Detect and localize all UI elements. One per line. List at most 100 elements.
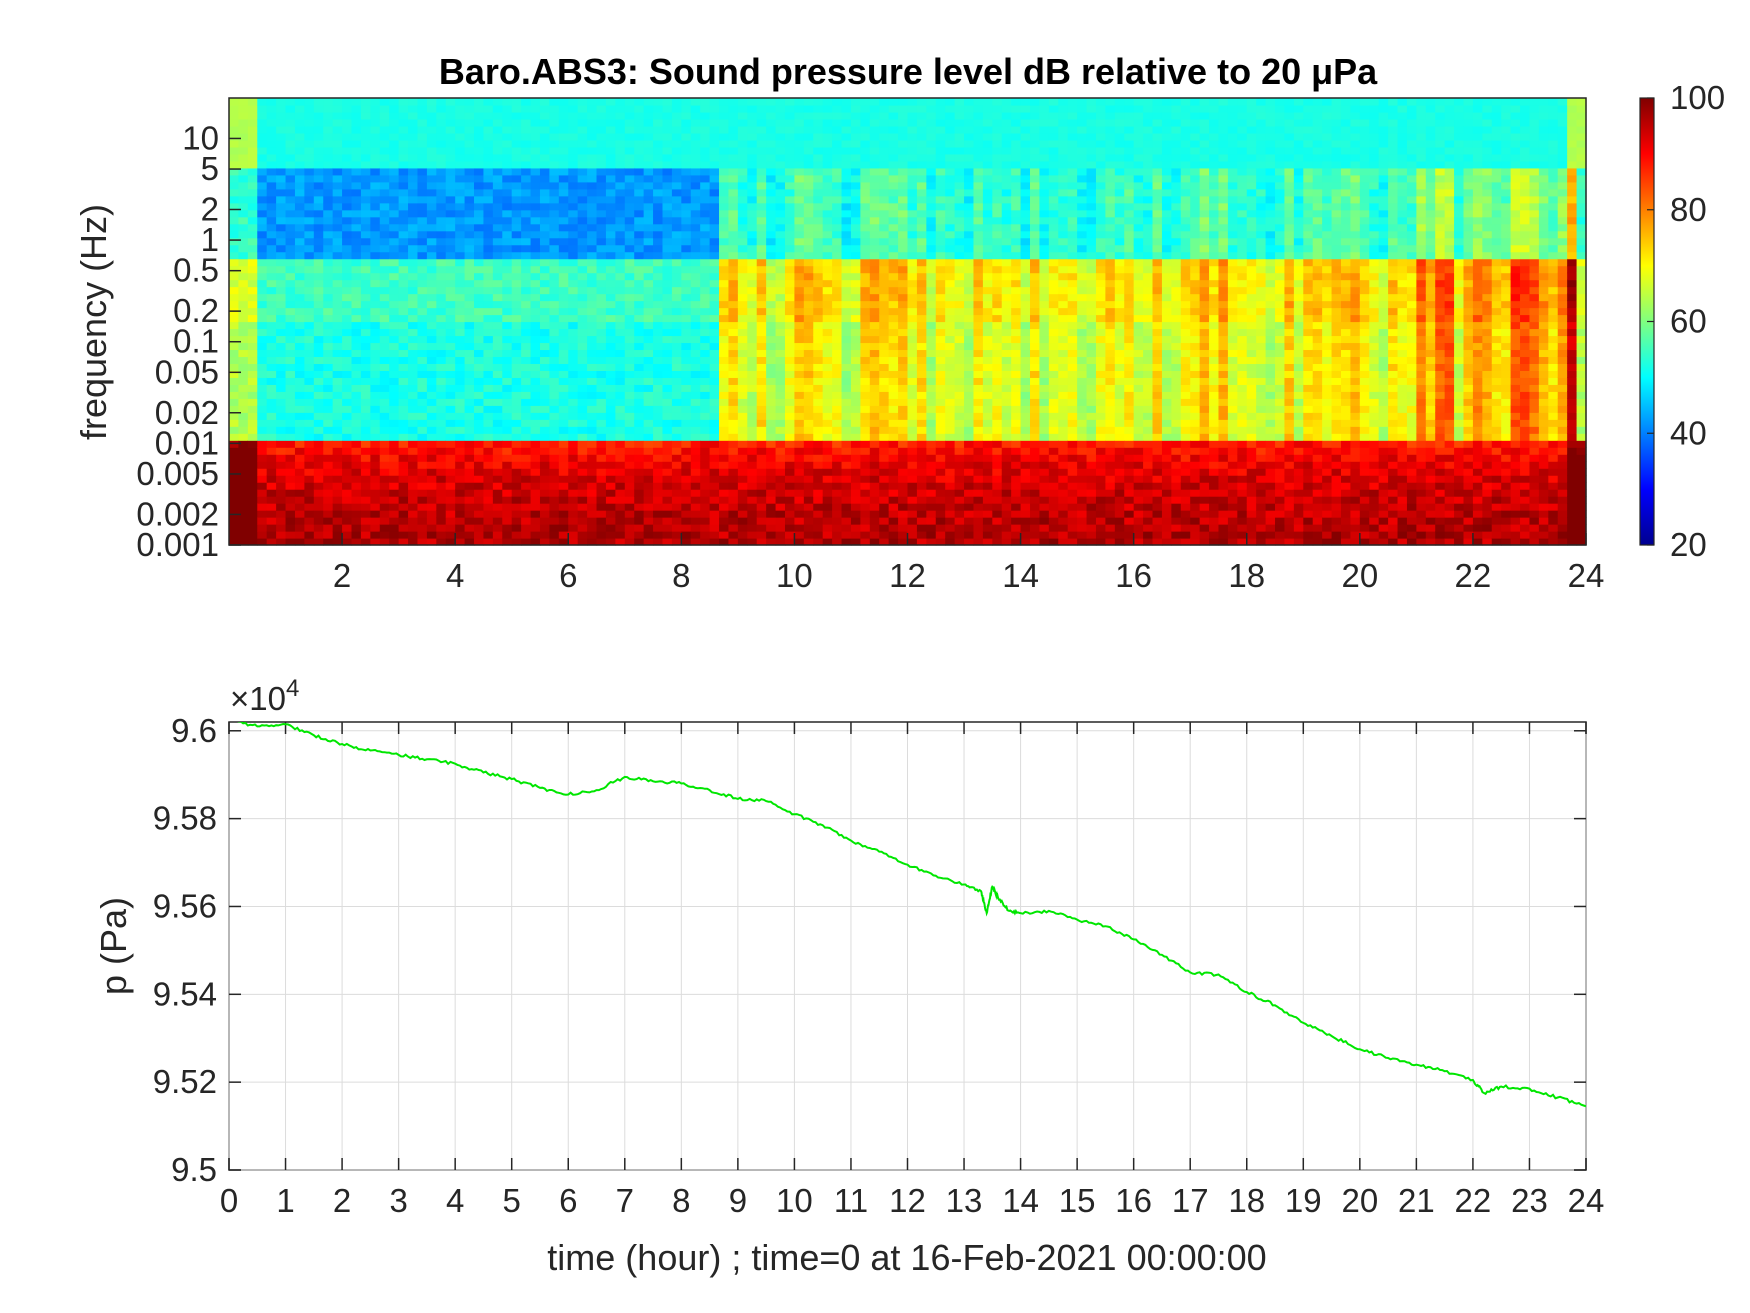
spectrogram-cell [521, 440, 532, 448]
spectrogram-cell [229, 370, 240, 378]
spectrogram-cell [577, 216, 588, 225]
spectrogram-cell [615, 440, 626, 448]
spectrogram-cell [850, 412, 861, 420]
spectrogram-cell [511, 265, 522, 274]
spectrogram-cell [587, 209, 598, 218]
spectrogram-cell [492, 98, 503, 106]
spectrogram-cell [605, 251, 616, 260]
spectrogram-cell [257, 132, 268, 141]
spectrogram-cell [294, 342, 305, 351]
spectrogram-cell [474, 342, 485, 351]
spectrogram-cell [294, 356, 305, 364]
spectrogram-cell [389, 517, 400, 525]
spectrogram-cell [690, 363, 701, 371]
spectrogram-cell [775, 503, 786, 511]
spectrogram-cell [549, 118, 560, 127]
spectrogram-cell [257, 181, 268, 190]
spectrogram-cell [869, 209, 880, 218]
spectrogram-cell [653, 461, 664, 469]
spectrogram-cell [700, 258, 711, 267]
spectrogram-cell [728, 167, 739, 176]
spectrogram-cell [294, 167, 305, 176]
spectrogram-cell [370, 398, 381, 406]
spectrogram-cell [276, 216, 287, 225]
spectrogram-cell [898, 111, 909, 120]
spectrogram-cell [483, 307, 494, 316]
spectrogram-cell [568, 251, 579, 260]
spectrogram-cell [389, 111, 400, 120]
spectrogram-cell [794, 251, 805, 260]
spectrogram-cell [907, 356, 918, 364]
spectrogram-cell [483, 258, 494, 267]
spectrogram-cell [766, 328, 777, 337]
spectrogram-cell [935, 468, 946, 476]
spectrogram-cell [681, 272, 692, 281]
spectrogram-cell [323, 272, 334, 281]
spectrogram-cell [728, 356, 739, 364]
spectrogram-cell [530, 153, 541, 162]
spectrogram-cell [342, 237, 353, 246]
spectrogram-cell [737, 230, 748, 239]
spectrogram-cell [756, 510, 767, 518]
spectrogram-cell [841, 265, 852, 274]
spectrogram-cell [596, 405, 607, 413]
spectrogram-cell [587, 419, 598, 427]
spectrogram-cell [474, 216, 485, 225]
spectrogram-cell [822, 496, 833, 504]
spectrogram-cell [379, 153, 390, 162]
spectrogram-cell [822, 447, 833, 455]
spectrogram-cell [304, 328, 315, 337]
spectrogram-cell [587, 216, 598, 225]
spectrogram-cell [294, 321, 305, 330]
spectrogram-cell [662, 174, 673, 183]
spectrogram-cell [869, 118, 880, 127]
spectrogram-cell [577, 328, 588, 337]
spectrogram-cell [474, 538, 485, 546]
spectrogram-cell [247, 524, 258, 532]
spectrogram-cell [794, 517, 805, 525]
spectrogram-cell [803, 370, 814, 378]
spectrogram-cell [587, 258, 598, 267]
spectrogram-cell [455, 272, 466, 281]
spectrogram-cell [587, 272, 598, 281]
spectrogram-cell [832, 146, 843, 155]
spectrogram-cell [294, 440, 305, 448]
spectrogram-cell [813, 356, 824, 364]
spectrogram-cell [285, 300, 296, 309]
spectrogram-cell [587, 412, 598, 420]
spectrogram-cell [483, 132, 494, 141]
spectrogram-cell [568, 342, 579, 351]
spectrogram-cell [351, 328, 362, 337]
spectrogram-cell [483, 377, 494, 385]
spectrogram-cell [408, 272, 419, 281]
spectrogram-cell [521, 384, 532, 392]
spectrogram-cell [511, 300, 522, 309]
spectrogram-cell [822, 167, 833, 176]
spectrogram-cell [464, 531, 475, 539]
spectrogram-cell [294, 370, 305, 378]
spectrogram-cell [558, 384, 569, 392]
spectrogram-cell [587, 293, 598, 302]
spectrogram-cell [474, 188, 485, 197]
spectrogram-cell [351, 510, 362, 518]
spectrogram-cell [766, 181, 777, 190]
spectrogram-cell [360, 216, 371, 225]
spectrogram-cell [464, 349, 475, 358]
spectrogram-cell [615, 503, 626, 511]
spectrogram-cell [426, 251, 437, 260]
spectrogram-cell [521, 160, 532, 169]
spectrogram-cell [813, 118, 824, 127]
spectrogram-cell [502, 272, 513, 281]
spectrogram-cell [568, 272, 579, 281]
spectrogram-cell [794, 223, 805, 232]
spectrogram-cell [634, 447, 645, 455]
spectrogram-cell [954, 146, 965, 155]
spectrogram-cell [342, 279, 353, 288]
spectrogram-cell [803, 419, 814, 427]
spectrogram-cell [832, 237, 843, 246]
spectrogram-cell [794, 461, 805, 469]
spectrogram-cell [455, 377, 466, 385]
spectrogram-cell [521, 132, 532, 141]
spectrogram-cell [935, 405, 946, 413]
spectrogram-cell [737, 349, 748, 358]
